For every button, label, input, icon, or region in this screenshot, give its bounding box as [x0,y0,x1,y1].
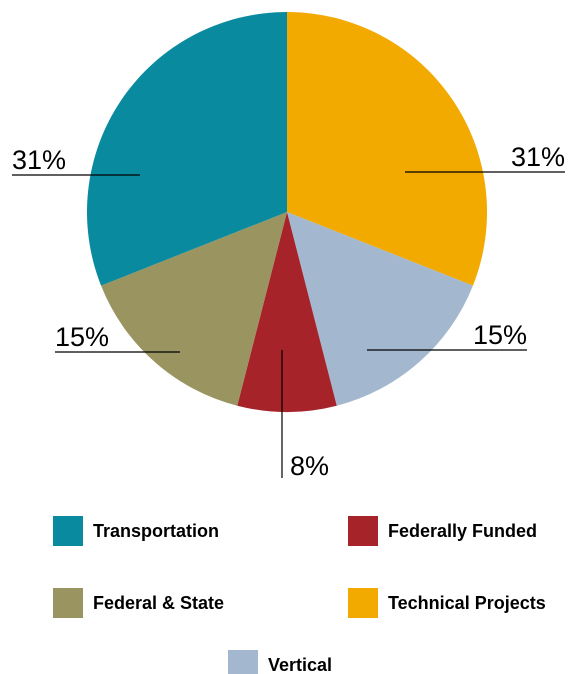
legend-swatch [348,588,378,618]
legend-label: Federal & State [93,593,224,613]
data-label: 15% [55,322,109,352]
pie-slice [287,12,487,286]
data-label: 15% [473,320,527,350]
data-label: 31% [511,142,565,172]
pie-slice [86,12,287,286]
data-label: 8% [290,451,329,481]
legend-swatch [53,588,83,618]
legend-label: Transportation [93,521,219,541]
legend-swatch [348,516,378,546]
pie-slice [101,212,287,406]
legend-swatch [228,650,258,674]
pie-slice [237,212,337,413]
legend-label: Vertical [268,655,332,674]
legend-label: Federally Funded [388,521,537,541]
data-label: 31% [12,145,66,175]
legend-label: Technical Projects [388,593,546,613]
pie-slice [287,212,473,406]
legend-swatch [53,516,83,546]
